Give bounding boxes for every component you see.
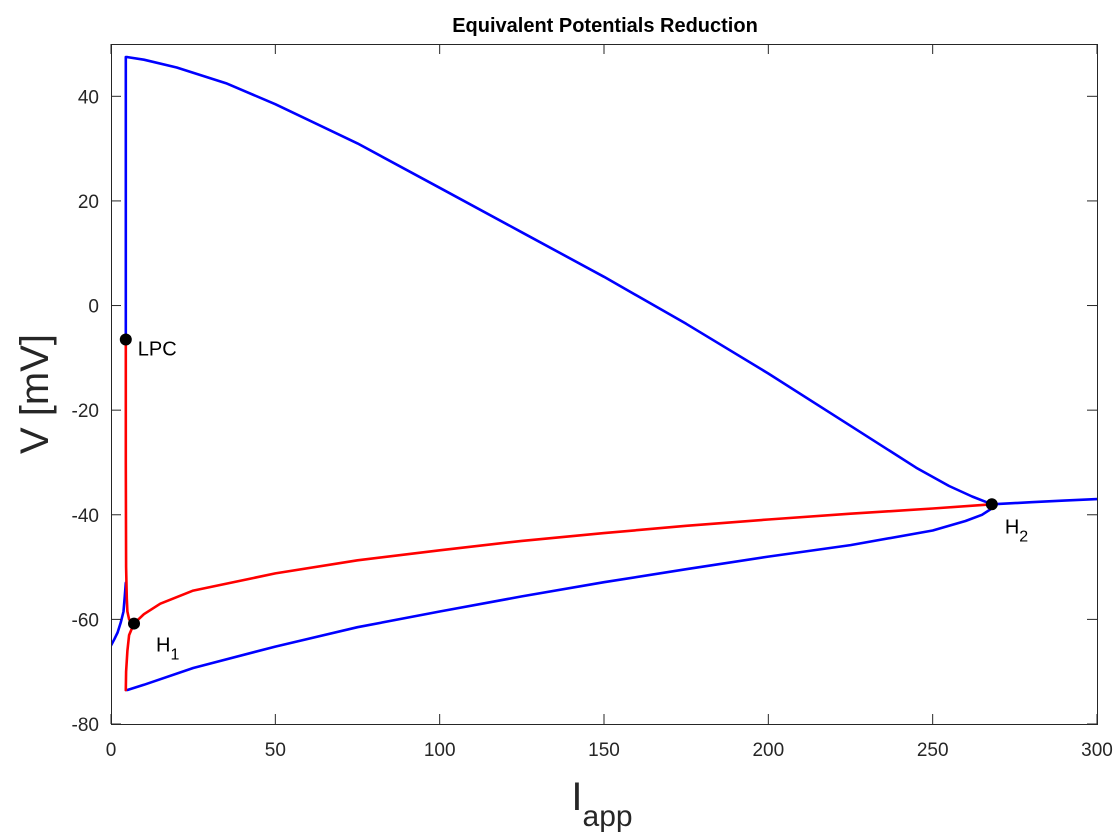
point-label-LPC: LPC (138, 339, 177, 361)
point-label-H1: H1 (156, 635, 179, 664)
chart-title: Equivalent Potentials Reduction (452, 15, 758, 37)
series-line-2 (124, 502, 994, 692)
x-tick-label: 0 (106, 740, 117, 761)
y-axis-label: V [mV] (13, 334, 57, 454)
series-line-3 (990, 497, 1097, 506)
x-tick-label: 300 (1081, 740, 1113, 761)
x-axis-label-sub: app (583, 800, 633, 833)
y-tick-label: 20 (78, 192, 99, 213)
x-axis-label-main: I (571, 775, 582, 819)
y-tick-label: 0 (88, 297, 99, 318)
point-H1 (128, 617, 141, 630)
series-line-1 (124, 55, 994, 506)
x-tick-label: 250 (917, 740, 949, 761)
y-tick-label: -20 (72, 401, 99, 422)
series-line-5 (132, 502, 994, 625)
y-tick-label: -80 (72, 715, 99, 736)
y-tick-label: -40 (72, 506, 99, 527)
x-axis-label: Iapp (571, 775, 632, 833)
series-line-0 (111, 581, 128, 647)
plot-area (111, 44, 1097, 724)
x-tick-label: 150 (588, 740, 620, 761)
x-tick-label: 100 (424, 740, 456, 761)
point-LPC (119, 333, 132, 346)
y-tick-label: -60 (72, 610, 99, 631)
point-label-H2: H2 (1005, 516, 1028, 545)
x-tick-label: 50 (265, 740, 286, 761)
point-H2 (985, 498, 998, 511)
x-tick-label: 200 (752, 740, 784, 761)
y-tick-label: 40 (78, 87, 99, 108)
